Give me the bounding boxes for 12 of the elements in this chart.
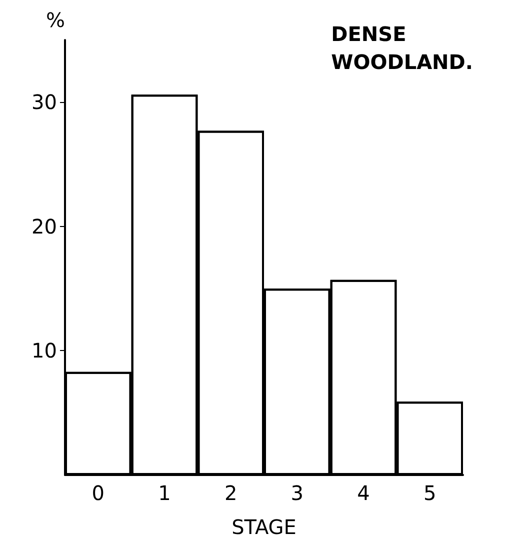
x-axis-title: STAGE xyxy=(232,515,296,539)
y-tick-label: 10 xyxy=(32,338,57,363)
x-tick-label: 1 xyxy=(158,481,171,505)
x-tick-label: 0 xyxy=(92,481,105,505)
x-tick-label: 2 xyxy=(224,481,238,505)
x-tick-label: 4 xyxy=(357,481,370,505)
x-tick-label: 5 xyxy=(423,481,436,505)
y-tick-label: 20 xyxy=(32,214,57,238)
x-tick-label: 3 xyxy=(290,481,304,505)
y-tick-label: 30 xyxy=(32,90,57,114)
y-axis-title: % xyxy=(46,8,65,32)
chart-title: DENSE WOODLAND. xyxy=(331,22,473,74)
